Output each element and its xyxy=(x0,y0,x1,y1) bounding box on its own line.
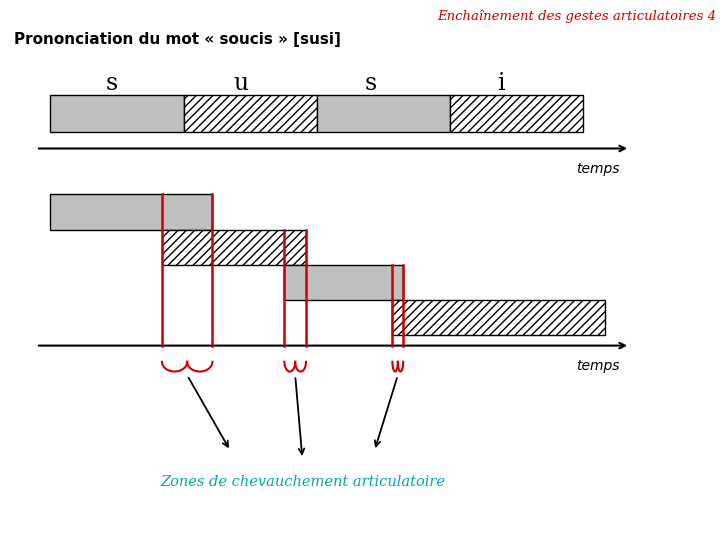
Bar xyxy=(392,300,605,335)
Text: s: s xyxy=(364,72,377,95)
Bar xyxy=(162,230,306,265)
Bar xyxy=(317,94,450,132)
Bar xyxy=(450,94,583,132)
Text: Zones de chevauchement articulatoire: Zones de chevauchement articulatoire xyxy=(160,475,445,489)
Text: u: u xyxy=(233,72,249,95)
Text: i: i xyxy=(497,72,504,95)
Bar xyxy=(284,265,403,300)
Text: s: s xyxy=(105,72,118,95)
Text: temps: temps xyxy=(576,359,619,373)
Text: temps: temps xyxy=(576,162,619,176)
Text: Enchaînement des gestes articulatoires 4: Enchaînement des gestes articulatoires 4 xyxy=(438,10,716,23)
Text: Prononciation du mot « soucis » [susi]: Prononciation du mot « soucis » [susi] xyxy=(14,32,341,48)
Bar xyxy=(184,94,317,132)
Bar xyxy=(50,194,212,230)
Bar xyxy=(50,94,184,132)
